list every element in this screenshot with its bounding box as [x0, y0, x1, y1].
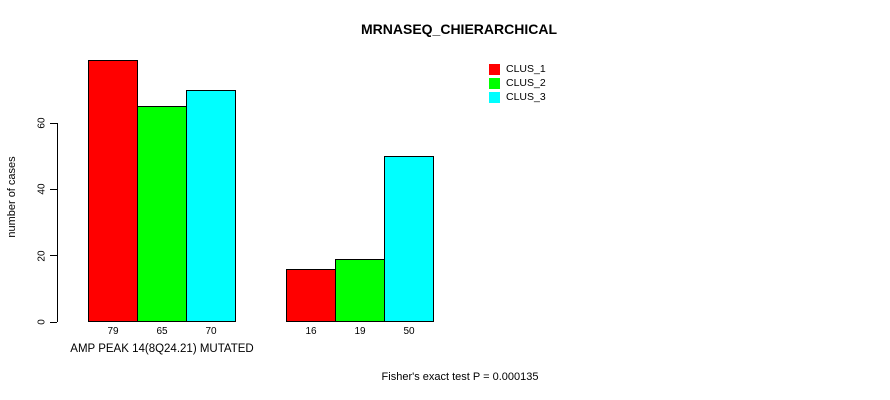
- legend-label: CLUS_3: [506, 91, 546, 103]
- legend: CLUS_1 CLUS_2 CLUS_3: [489, 62, 546, 104]
- bar-value-label: 79: [107, 326, 119, 337]
- y-tick-mark: [50, 321, 57, 323]
- fisher-test-annotation: Fisher's exact test P = 0.000135: [381, 371, 539, 383]
- y-tick-label: 60: [36, 117, 48, 129]
- bar-value-label: 65: [156, 326, 168, 337]
- bar-clus_2-group1: [137, 106, 187, 322]
- legend-item-clus_1: CLUS_1: [489, 62, 546, 76]
- y-axis-title: number of cases: [6, 156, 18, 238]
- bar-value-label: 19: [354, 326, 366, 337]
- bar-clus_3-group1: [186, 89, 236, 322]
- legend-swatch: [489, 91, 500, 103]
- bar-value-label: 50: [403, 326, 415, 337]
- y-tick-mark: [50, 255, 57, 257]
- legend-swatch: [489, 77, 500, 89]
- bar-clus_2-group2: [335, 258, 385, 322]
- y-axis-line: [57, 123, 58, 322]
- chart-title: MRNASEQ_CHIERARCHICAL: [360, 21, 558, 37]
- y-tick-label: 40: [36, 183, 48, 195]
- legend-item-clus_2: CLUS_2: [489, 76, 546, 90]
- y-tick-mark: [50, 188, 57, 190]
- bar-value-label: 70: [205, 326, 217, 337]
- legend-item-clus_3: CLUS_3: [489, 90, 546, 104]
- bar-clus_1-group1: [88, 59, 138, 322]
- legend-swatch: [489, 63, 500, 75]
- legend-label: CLUS_2: [506, 77, 546, 89]
- bar-clus_3-group2: [384, 156, 434, 322]
- x-axis-title: AMP PEAK 14(8Q24.21) MUTATED: [70, 343, 254, 355]
- legend-label: CLUS_1: [506, 63, 546, 75]
- bar-value-label: 16: [305, 326, 317, 337]
- bar-clus_1-group2: [286, 268, 336, 322]
- y-tick-label: 20: [36, 250, 48, 262]
- y-tick-label: 0: [36, 319, 48, 325]
- y-tick-mark: [50, 122, 57, 124]
